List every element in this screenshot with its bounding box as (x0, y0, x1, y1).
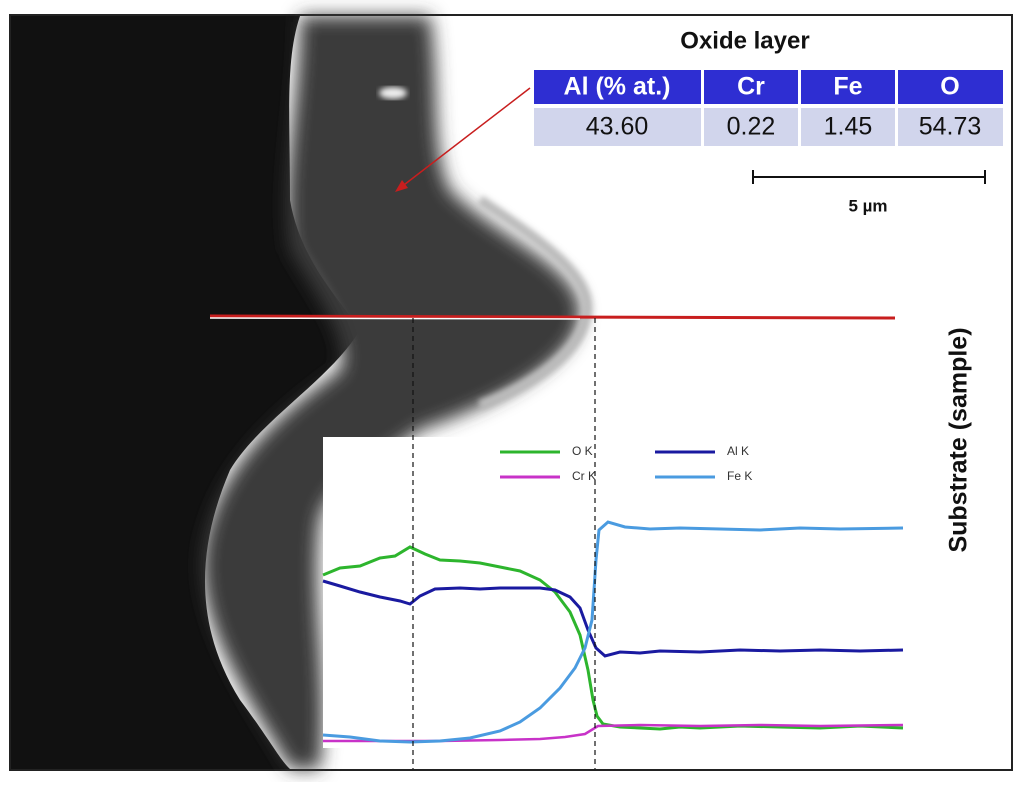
header-cell (534, 70, 701, 104)
header-text: Fe (833, 73, 862, 101)
arrow-head (395, 180, 408, 192)
profile-inset: O K Al K Cr K Fe K (322, 437, 905, 748)
header-cell (898, 70, 1003, 104)
cell-text: 0.22 (727, 113, 776, 141)
header-text: Cr (737, 73, 765, 101)
scan-line-highlight (209, 317, 581, 320)
scan-line (209, 314, 896, 320)
cell-text: 43.60 (586, 113, 649, 141)
sem-image (11, 16, 593, 769)
curve (322, 545, 904, 731)
title: Oxide layer (680, 27, 809, 54)
header-text: Al (% at.) (564, 73, 671, 101)
cell (704, 108, 798, 146)
side-label: Substrate (sample) (945, 327, 973, 552)
curve (322, 520, 904, 744)
cell-text: 54.73 (919, 113, 982, 141)
legend-label: Cr K (572, 469, 596, 483)
legend-label: Fe K (727, 469, 752, 483)
header-cell (801, 70, 895, 104)
cell-text: 1.45 (824, 113, 873, 141)
header-text: O (940, 73, 959, 101)
cell (534, 108, 701, 146)
inset-background (323, 437, 905, 748)
scale-label: 5 µm (848, 196, 887, 215)
legend-label: Al K (727, 444, 749, 458)
composition-table: Al (% at.) Cr Fe O 43.60 0.22 1.45 54.73 (534, 70, 1003, 146)
cell (898, 108, 1003, 146)
legend-label: O K (572, 444, 593, 458)
arrow (399, 87, 531, 189)
cell (801, 108, 895, 146)
scale-bar (752, 170, 986, 184)
header-cell (704, 70, 798, 104)
curve (322, 579, 904, 658)
